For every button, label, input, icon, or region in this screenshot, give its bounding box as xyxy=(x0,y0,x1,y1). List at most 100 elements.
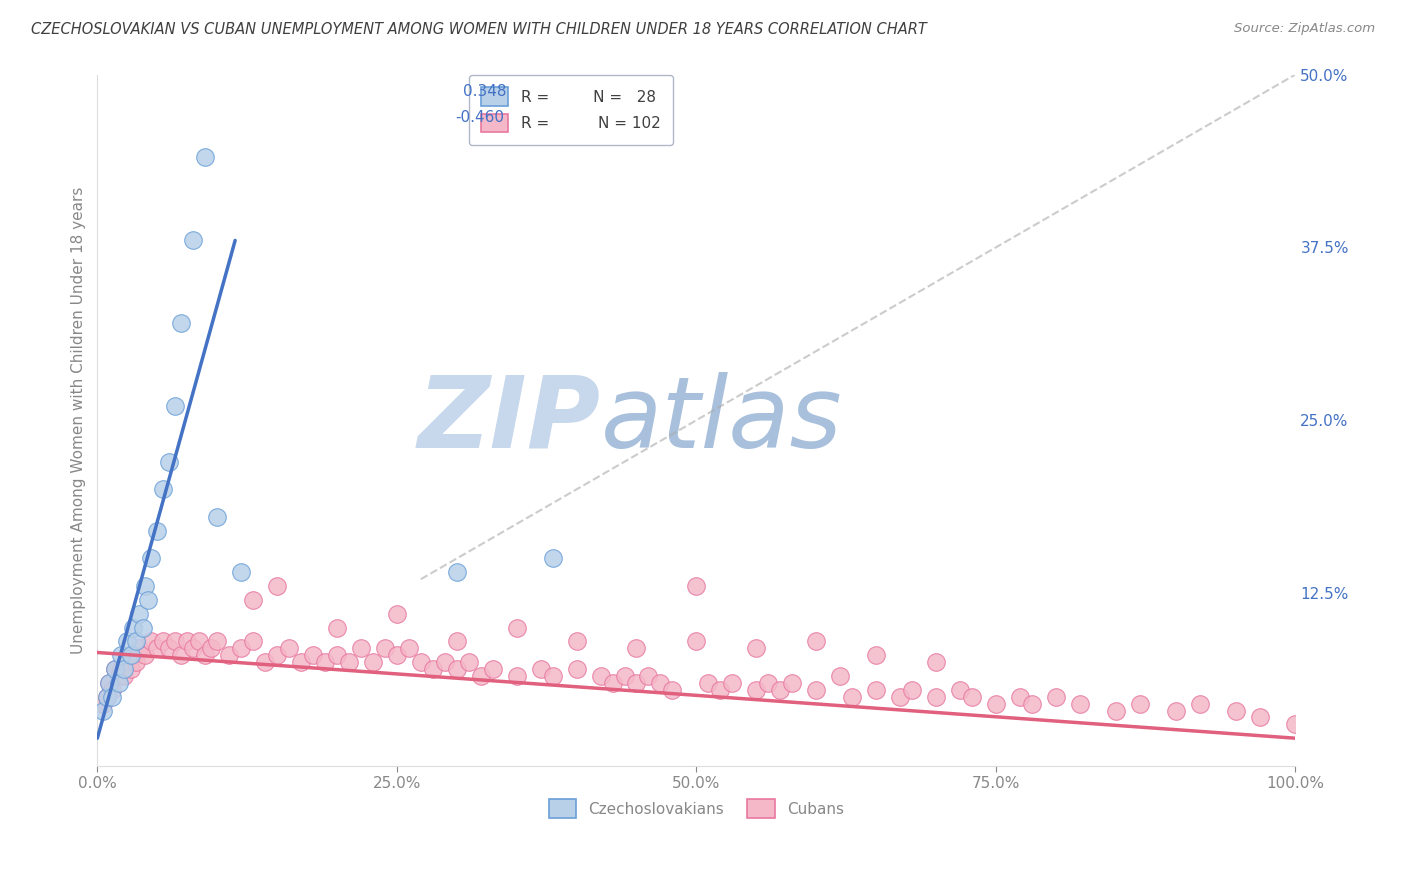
Point xyxy=(756,676,779,690)
Point xyxy=(745,641,768,656)
Point xyxy=(141,551,163,566)
Point xyxy=(290,655,312,669)
Point xyxy=(146,641,169,656)
Point xyxy=(385,648,408,663)
Point xyxy=(112,662,135,676)
Point xyxy=(865,648,887,663)
Point xyxy=(136,593,159,607)
Point xyxy=(446,566,468,580)
Point xyxy=(1188,697,1211,711)
Point xyxy=(446,662,468,676)
Point xyxy=(984,697,1007,711)
Point xyxy=(481,662,503,676)
Point xyxy=(409,655,432,669)
Point xyxy=(661,682,683,697)
Point xyxy=(841,690,863,704)
Point xyxy=(806,634,828,648)
Point xyxy=(422,662,444,676)
Point xyxy=(181,641,204,656)
Point xyxy=(122,648,145,663)
Point xyxy=(120,648,142,663)
Point xyxy=(626,641,648,656)
Point xyxy=(721,676,744,690)
Point xyxy=(1129,697,1152,711)
Point xyxy=(637,669,659,683)
Point xyxy=(112,669,135,683)
Point xyxy=(806,682,828,697)
Point xyxy=(697,676,720,690)
Point xyxy=(117,655,139,669)
Point xyxy=(242,634,264,648)
Point xyxy=(361,655,384,669)
Point xyxy=(1284,717,1306,731)
Point xyxy=(326,621,349,635)
Point xyxy=(194,151,217,165)
Point xyxy=(205,634,228,648)
Point xyxy=(541,551,564,566)
Point xyxy=(565,634,588,648)
Point xyxy=(780,676,803,690)
Point xyxy=(433,655,456,669)
Point xyxy=(949,682,972,697)
Point xyxy=(326,648,349,663)
Point xyxy=(122,621,145,635)
Point xyxy=(889,690,911,704)
Point xyxy=(128,607,150,621)
Text: ZIP: ZIP xyxy=(418,372,600,468)
Point xyxy=(98,676,121,690)
Point xyxy=(205,510,228,524)
Point xyxy=(446,634,468,648)
Point xyxy=(146,524,169,538)
Point xyxy=(457,655,479,669)
Y-axis label: Unemployment Among Women with Children Under 18 years: Unemployment Among Women with Children U… xyxy=(72,186,86,654)
Point xyxy=(685,579,707,593)
Point xyxy=(170,317,193,331)
Point xyxy=(685,634,707,648)
Point xyxy=(350,641,373,656)
Point xyxy=(960,690,983,704)
Point xyxy=(120,662,142,676)
Point xyxy=(181,234,204,248)
Text: Source: ZipAtlas.com: Source: ZipAtlas.com xyxy=(1234,22,1375,36)
Point xyxy=(108,676,131,690)
Point xyxy=(125,655,148,669)
Point xyxy=(152,634,174,648)
Point xyxy=(769,682,792,697)
Point xyxy=(374,641,396,656)
Point xyxy=(128,641,150,656)
Point xyxy=(337,655,360,669)
Point xyxy=(218,648,240,663)
Point xyxy=(104,662,127,676)
Point xyxy=(165,634,187,648)
Point xyxy=(200,641,222,656)
Point xyxy=(96,690,118,704)
Point xyxy=(650,676,672,690)
Point xyxy=(134,648,156,663)
Point xyxy=(100,682,122,697)
Point xyxy=(125,634,148,648)
Point xyxy=(152,483,174,497)
Text: 0.348: 0.348 xyxy=(463,84,506,99)
Point xyxy=(565,662,588,676)
Point xyxy=(157,641,180,656)
Point xyxy=(505,669,527,683)
Point xyxy=(1069,697,1091,711)
Point xyxy=(602,676,624,690)
Point xyxy=(170,648,193,663)
Point xyxy=(100,690,122,704)
Point xyxy=(254,655,277,669)
Point xyxy=(541,669,564,683)
Point xyxy=(925,655,948,669)
Point xyxy=(93,697,115,711)
Point xyxy=(530,662,553,676)
Point xyxy=(93,704,115,718)
Point xyxy=(865,682,887,697)
Point xyxy=(141,634,163,648)
Point xyxy=(110,648,132,663)
Point xyxy=(613,669,636,683)
Point xyxy=(110,662,132,676)
Point xyxy=(176,634,198,648)
Point xyxy=(1105,704,1128,718)
Point xyxy=(104,662,127,676)
Point xyxy=(505,621,527,635)
